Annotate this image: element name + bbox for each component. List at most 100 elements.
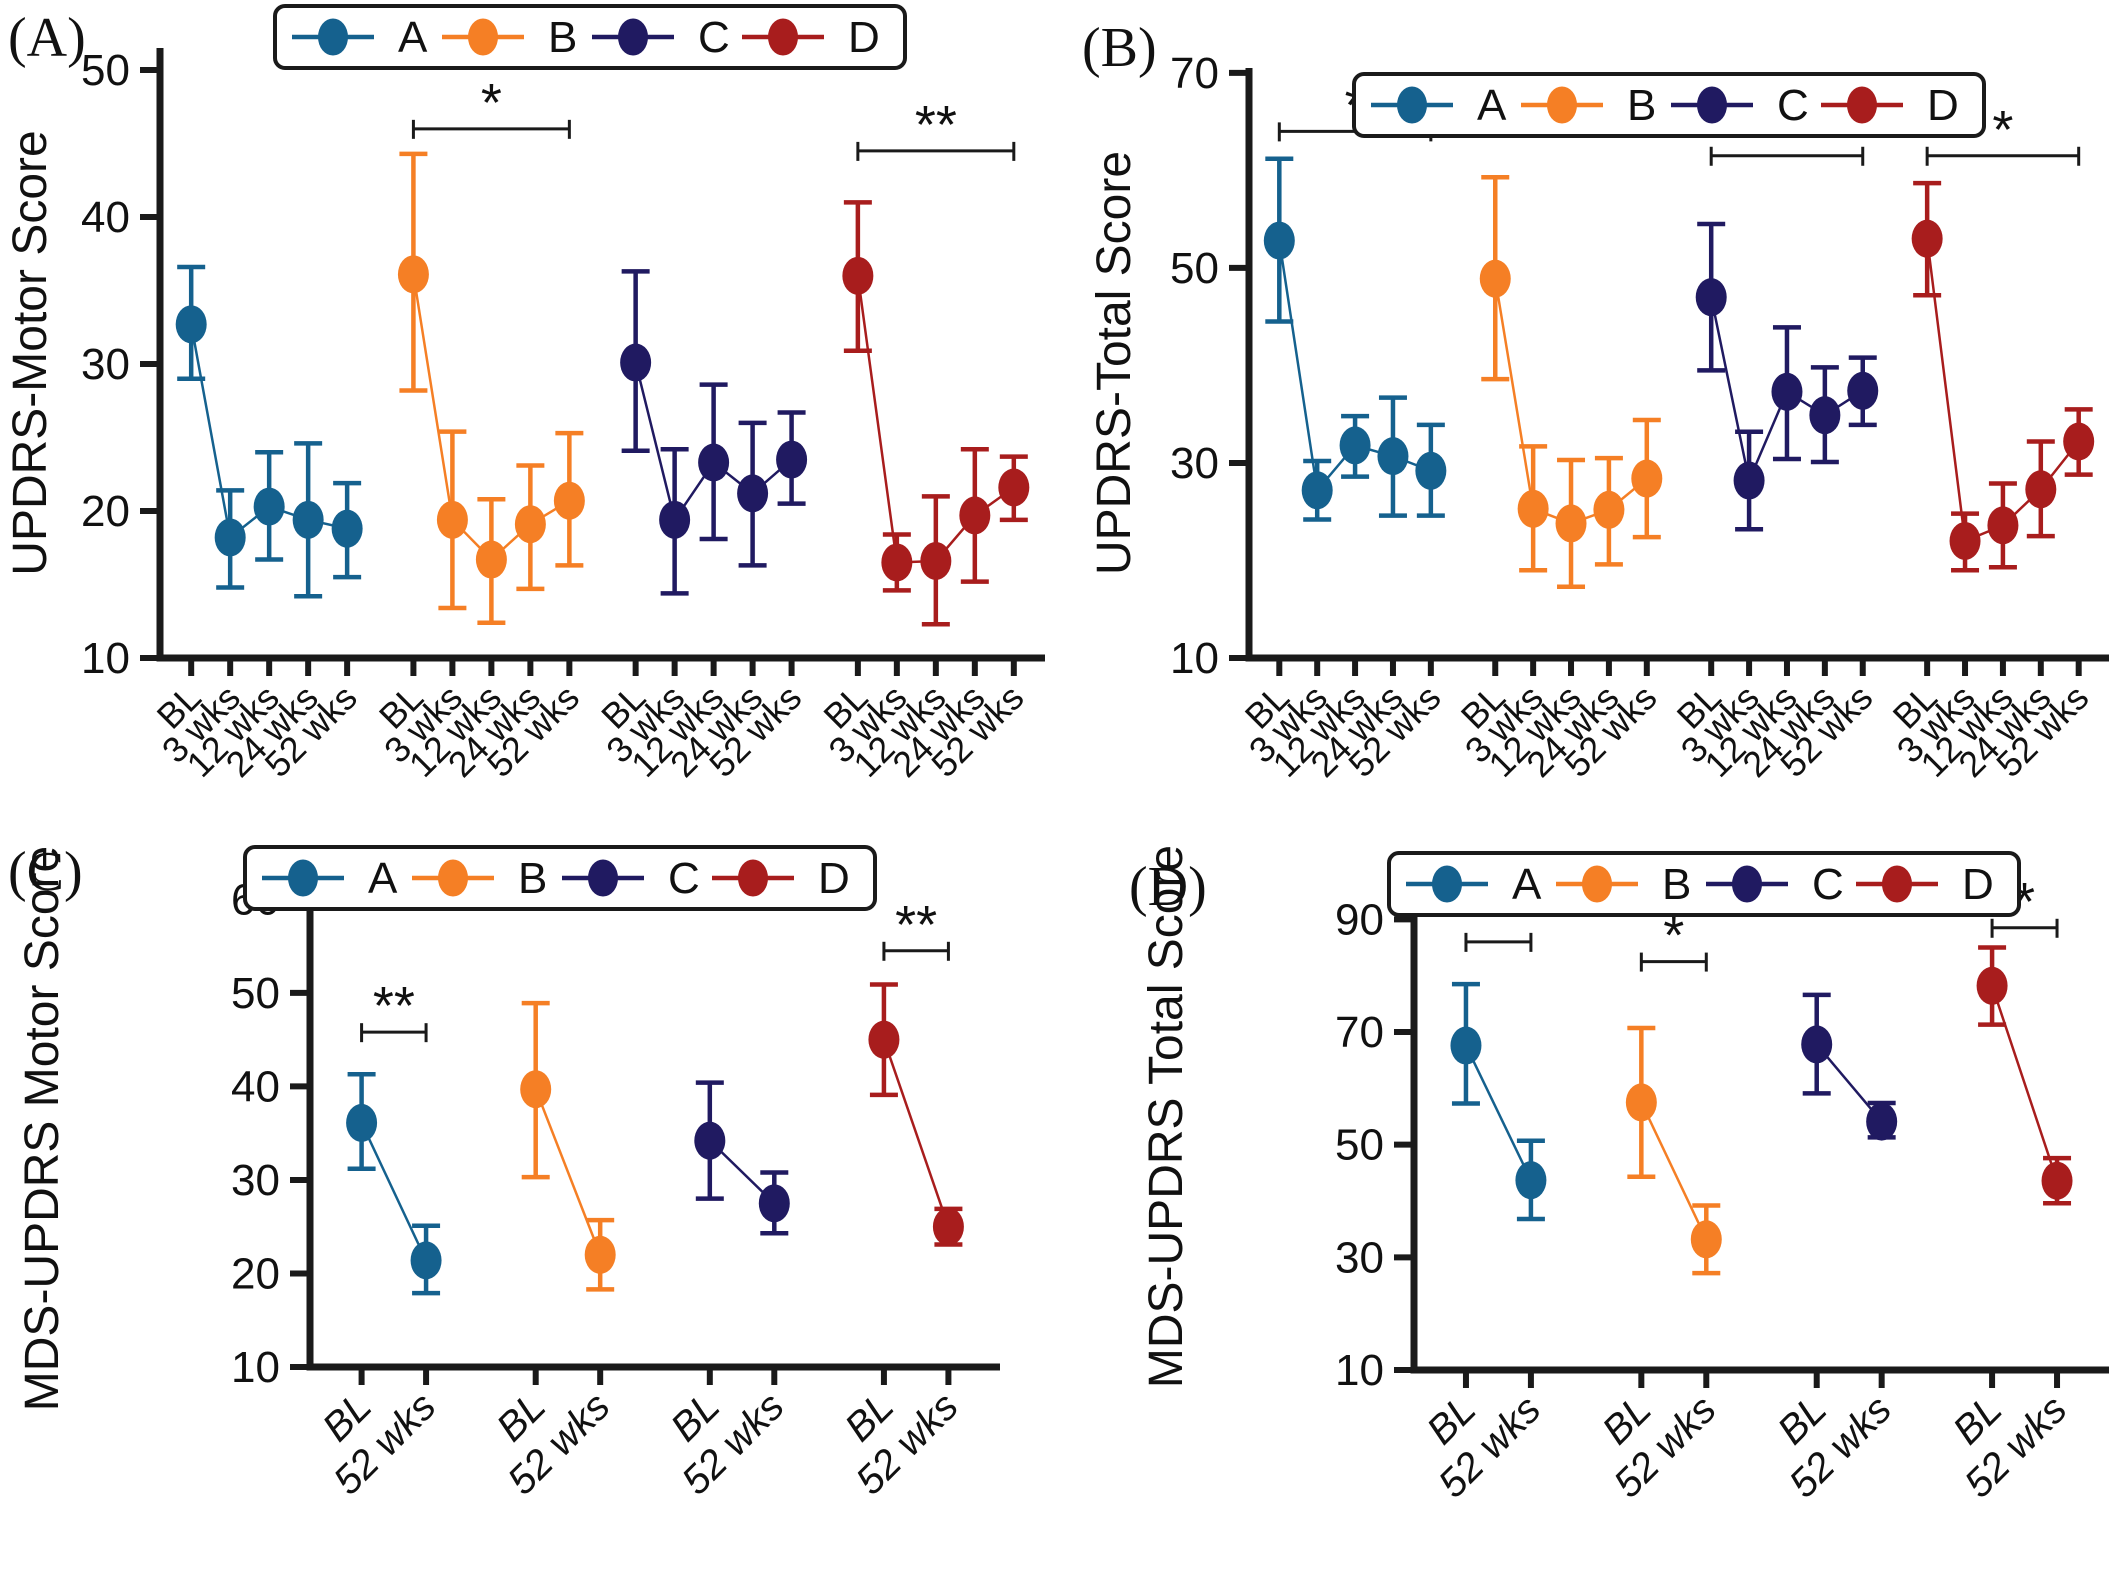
data-point-marker: [868, 1020, 900, 1059]
y-tick-label: 30: [81, 340, 130, 389]
legend-label: D: [818, 854, 850, 903]
data-point-marker: [1263, 221, 1295, 260]
data-point-marker: [620, 343, 652, 382]
legend-marker-icon: [1397, 86, 1427, 124]
data-point-marker: [1866, 1102, 1898, 1141]
data-point-marker: [1339, 426, 1371, 465]
data-point-marker: [1809, 396, 1841, 435]
data-point-marker: [1625, 1083, 1657, 1122]
panel-letter: (C): [8, 841, 83, 903]
data-point-marker: [1690, 1220, 1722, 1259]
data-point-marker: [1771, 372, 1803, 411]
legend-label: B: [1627, 81, 1656, 130]
series-line: [1990, 985, 2059, 1182]
legend-marker-icon: [588, 859, 618, 897]
data-point-marker: [758, 1184, 790, 1223]
data-point-marker: [1987, 506, 2019, 545]
significance-label: *: [1663, 906, 1684, 966]
legend-label: A: [398, 13, 428, 62]
data-point-marker: [253, 487, 285, 526]
y-axis-label: UPDRS-Total Score: [1088, 151, 1141, 575]
legend-box: [1352, 72, 1986, 138]
legend-label: D: [848, 13, 880, 62]
y-tick-label: 30: [1170, 439, 1219, 488]
y-tick-label: 10: [1170, 634, 1219, 683]
legend-label: D: [1962, 860, 1994, 909]
data-point-marker: [175, 305, 207, 344]
panel-letter: (B): [1082, 17, 1157, 79]
series-line: [1640, 1101, 1708, 1240]
data-point-marker: [475, 540, 507, 579]
legend-box: [273, 4, 907, 70]
legend-label: B: [518, 854, 547, 903]
y-tick-label: 30: [1335, 1233, 1384, 1282]
legend-marker-icon: [468, 18, 498, 56]
legend-label: C: [668, 854, 700, 903]
data-point-marker: [1450, 1026, 1482, 1065]
y-tick-label: 70: [1170, 49, 1219, 98]
legend-marker-icon: [1847, 86, 1877, 124]
legend-marker-icon: [1882, 865, 1912, 903]
data-point-marker: [520, 1070, 552, 1109]
data-point-marker: [1593, 490, 1625, 529]
data-point-marker: [659, 500, 691, 539]
series-line: [534, 1088, 602, 1256]
legend-label: A: [1512, 860, 1542, 909]
data-point-marker: [920, 541, 952, 580]
panel-letter: (A): [8, 7, 86, 69]
data-point-marker: [1377, 437, 1409, 476]
legend-label: A: [1477, 81, 1507, 130]
legend-label: B: [1662, 860, 1691, 909]
y-tick-label: 50: [231, 969, 280, 1018]
data-point-marker: [1515, 1161, 1547, 1200]
data-point-marker: [1517, 489, 1549, 528]
data-point-marker: [698, 443, 730, 482]
legend-marker-icon: [1547, 86, 1577, 124]
legend-label: D: [1927, 81, 1959, 130]
significance-label: *: [1992, 100, 2013, 160]
significance-label: **: [373, 976, 415, 1036]
data-point-marker: [514, 505, 546, 544]
y-tick-label: 90: [1335, 895, 1384, 944]
data-point-marker: [932, 1207, 964, 1246]
y-tick-label: 40: [81, 193, 130, 242]
data-point-marker: [881, 543, 913, 582]
data-point-marker: [346, 1103, 378, 1142]
data-point-marker: [2025, 470, 2057, 509]
y-tick-label: 10: [231, 1343, 280, 1392]
data-point-marker: [776, 440, 808, 479]
legend-marker-icon: [1697, 86, 1727, 124]
significance-label: **: [895, 895, 937, 955]
data-point-marker: [584, 1235, 616, 1274]
y-tick-label: 20: [81, 487, 130, 536]
y-tick-label: 40: [231, 1062, 280, 1111]
y-tick-label: 50: [1335, 1121, 1384, 1170]
legend-label: C: [1812, 860, 1844, 909]
y-tick-label: 10: [1335, 1346, 1384, 1395]
y-tick-label: 20: [231, 1249, 280, 1298]
data-point-marker: [397, 255, 429, 294]
legend-marker-icon: [318, 18, 348, 56]
legend-marker-icon: [1432, 865, 1462, 903]
legend-label: B: [548, 13, 577, 62]
data-point-marker: [1949, 521, 1981, 560]
legend-label: C: [1777, 81, 1809, 130]
data-point-marker: [2063, 422, 2095, 461]
legend-label: A: [368, 854, 398, 903]
y-axis-label: MDS-UPDRS Motor Score: [16, 846, 69, 1411]
series-line: [360, 1122, 428, 1261]
panel-letter: (D): [1129, 856, 1207, 918]
data-point-marker: [1911, 219, 1943, 258]
data-point-marker: [553, 481, 585, 520]
data-point-marker: [1733, 461, 1765, 500]
significance-label: **: [915, 95, 957, 155]
series-line: [882, 1039, 950, 1228]
data-point-marker: [1847, 371, 1879, 410]
data-point-marker: [998, 468, 1030, 507]
data-point-marker: [331, 509, 363, 548]
data-point-marker: [694, 1121, 726, 1160]
data-point-marker: [737, 474, 769, 513]
legend-marker-icon: [768, 18, 798, 56]
